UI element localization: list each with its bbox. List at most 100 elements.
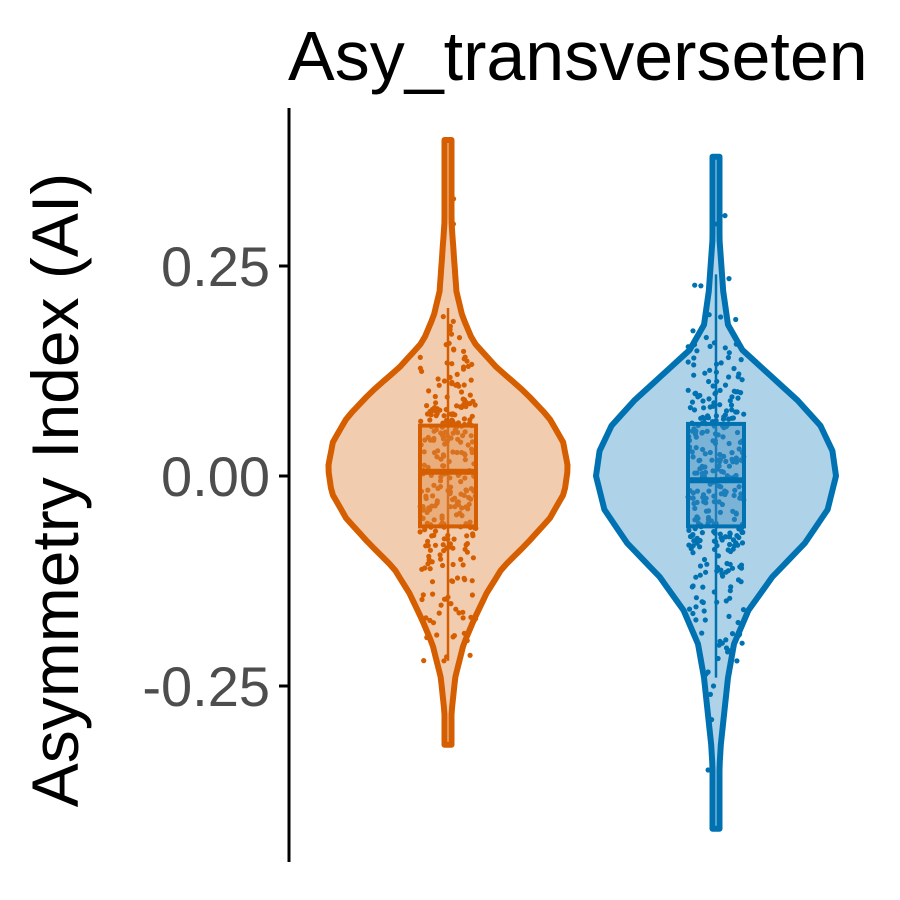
data-point [711,546,718,553]
data-point [710,468,716,474]
data-point [419,566,425,572]
data-point [429,579,436,585]
outlier-point [710,683,717,689]
data-point [466,501,472,507]
data-point [686,527,692,534]
data-point [704,428,710,434]
data-point [699,429,706,435]
data-point [690,583,696,589]
data-point [715,655,721,662]
data-point [435,485,441,491]
data-point [717,638,723,644]
data-point [736,534,742,541]
data-point [462,475,468,481]
data-point [694,348,700,354]
data-point [693,574,699,580]
data-point [690,495,696,501]
data-point [694,470,700,476]
data-point [425,538,431,545]
data-point [692,517,698,523]
data-point [733,316,739,323]
data-point [469,592,475,598]
data-point [726,350,732,356]
data-point [472,402,478,408]
data-point [465,442,471,448]
data-point [731,492,737,499]
data-point [693,617,699,623]
outlier-point [722,213,728,219]
data-point [703,334,709,341]
data-point [448,331,455,337]
data-point [454,403,460,409]
data-point [441,378,448,384]
data-point [702,370,708,376]
data-point [729,450,735,456]
data-point [465,506,471,512]
data-point [464,541,470,547]
chart-title: Asy_transverseten [288,17,868,95]
data-point [438,456,444,462]
data-point [733,455,739,461]
data-point [711,538,718,544]
data-point [458,556,464,563]
data-point [447,504,454,510]
data-point [436,610,442,616]
data-point [449,578,455,584]
data-point [718,491,724,497]
data-point [741,411,747,417]
data-point [468,377,474,383]
data-point [717,387,723,393]
data-point [706,378,712,385]
data-point [449,381,455,387]
data-point [712,391,718,397]
data-point [706,488,712,494]
data-point [425,561,431,567]
data-point [701,405,707,411]
data-point [424,411,431,417]
data-point [452,495,458,501]
data-point [461,630,467,636]
data-point [711,499,717,505]
data-point [459,505,465,511]
y-axis-ticks: 0.25 0.00 -0.25 [142,235,289,718]
data-point [464,358,470,364]
data-point [467,652,473,658]
data-point [434,454,440,460]
data-point [460,433,466,439]
data-point [709,457,715,463]
outlier-point [705,767,711,773]
data-point [451,347,457,353]
data-point [714,568,720,574]
data-point [458,439,464,445]
data-point [469,578,475,584]
violin-group [593,153,839,832]
data-point [699,599,705,605]
data-point [443,342,449,348]
data-point [689,449,695,455]
data-point [464,533,470,539]
data-point [462,457,468,463]
data-point [434,632,440,638]
data-point [690,328,696,334]
data-point [427,417,433,423]
data-point [703,569,709,575]
data-point [436,382,442,388]
data-point [719,571,725,577]
data-point [690,454,696,460]
data-point [452,412,458,418]
data-point [431,437,437,443]
data-point [433,400,439,406]
data-point [729,565,736,571]
data-point [691,372,697,378]
data-point [438,602,444,608]
data-point [444,438,450,444]
data-point [697,392,703,399]
data-point [702,464,708,470]
data-point [693,595,700,601]
data-point [736,632,742,638]
data-point [429,533,435,539]
data-point [686,542,692,548]
box-iqr [418,423,478,529]
data-point [698,415,704,421]
data-point [718,360,724,366]
